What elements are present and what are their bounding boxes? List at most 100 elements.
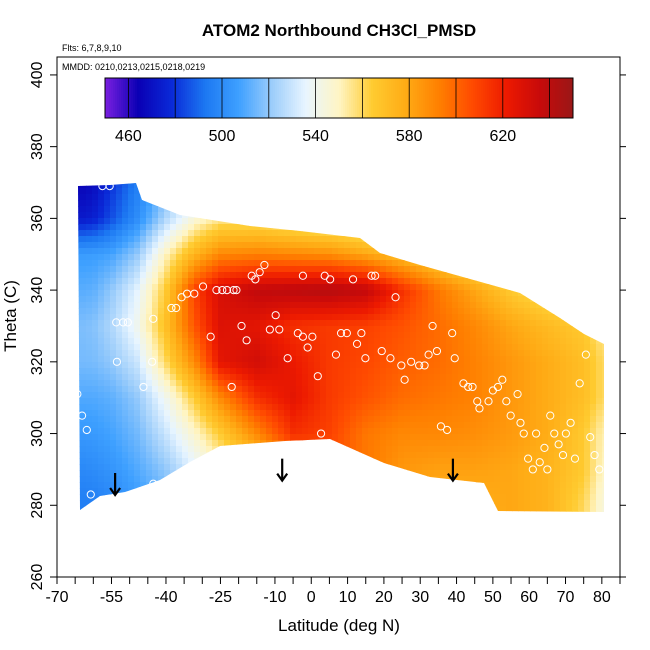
heatmap-cell — [518, 344, 525, 351]
heatmap-cell — [200, 230, 207, 237]
heatmap-cell — [500, 296, 507, 303]
heatmap-cell — [158, 242, 165, 249]
heatmap-cell — [500, 368, 507, 375]
heatmap-cell — [536, 446, 543, 453]
heatmap-cell — [206, 224, 213, 231]
heatmap-cell — [86, 218, 93, 225]
heatmap-cell — [164, 224, 171, 231]
heatmap-cell — [380, 368, 387, 375]
heatmap-cell — [122, 398, 129, 405]
heatmap-cell — [128, 350, 135, 357]
heatmap-cell — [464, 326, 471, 333]
heatmap-cell — [554, 386, 561, 393]
heatmap-cell — [86, 440, 93, 447]
heatmap-cell — [320, 248, 327, 255]
heatmap-cell — [470, 320, 477, 327]
heatmap-cell — [572, 428, 579, 435]
heatmap-cell — [146, 260, 153, 267]
heatmap-cell — [416, 284, 423, 291]
heatmap-cell — [110, 356, 117, 363]
heatmap-cell — [560, 320, 567, 327]
heatmap-cell — [362, 380, 369, 387]
heatmap-cell — [332, 428, 339, 435]
heatmap-cell — [194, 254, 201, 261]
heatmap-cell — [266, 356, 273, 363]
heatmap-cell — [344, 260, 351, 267]
heatmap-cell — [380, 446, 387, 453]
heatmap-cell — [290, 404, 297, 411]
heatmap-cell — [116, 332, 123, 339]
heatmap-cell — [272, 242, 279, 249]
heatmap-cell — [122, 278, 129, 285]
heatmap-cell — [182, 224, 189, 231]
heatmap-cell — [176, 428, 183, 435]
heatmap-cell — [494, 464, 501, 471]
heatmap-cell — [290, 344, 297, 351]
heatmap-cell — [464, 302, 471, 309]
heatmap-cell — [212, 398, 219, 405]
heatmap-cell — [380, 302, 387, 309]
heatmap-cell — [464, 308, 471, 315]
heatmap-cell — [78, 200, 81, 207]
heatmap-cell — [230, 386, 237, 393]
heatmap-cell — [224, 242, 231, 249]
heatmap-cell — [530, 314, 537, 321]
heatmap-cell — [104, 416, 111, 423]
heatmap-cell — [218, 332, 225, 339]
heatmap-cell — [530, 380, 537, 387]
heatmap-cell — [314, 242, 321, 249]
heatmap-cell — [326, 368, 333, 375]
heatmap-cell — [266, 362, 273, 369]
heatmap-cell — [308, 362, 315, 369]
heatmap-cell — [530, 374, 537, 381]
heatmap-cell — [290, 410, 297, 417]
heatmap-cell — [272, 416, 279, 423]
heatmap-cell — [86, 254, 93, 261]
heatmap-cell — [524, 458, 531, 465]
heatmap-cell — [488, 416, 495, 423]
heatmap-cell — [392, 344, 399, 351]
heatmap-cell — [110, 254, 117, 261]
heatmap-cell — [230, 368, 237, 375]
heatmap-cell — [284, 362, 291, 369]
heatmap-cell — [572, 440, 579, 447]
heatmap-cell — [386, 362, 393, 369]
heatmap-cell — [446, 350, 453, 357]
heatmap-cell — [182, 422, 189, 429]
heatmap-cell — [308, 242, 315, 249]
heatmap-cell — [428, 422, 435, 429]
heatmap-cell — [314, 314, 321, 321]
heatmap-cell — [182, 308, 189, 315]
heatmap-cell — [308, 392, 315, 399]
heatmap-cell — [176, 296, 183, 303]
heatmap-cell — [242, 272, 249, 279]
heatmap-cell — [266, 314, 273, 321]
heatmap-cell — [512, 416, 519, 423]
heatmap-cell — [344, 266, 351, 273]
heatmap-cell — [128, 476, 135, 483]
heatmap-cell — [572, 458, 579, 465]
heatmap-cell — [260, 386, 267, 393]
heatmap-cell — [344, 320, 351, 327]
heatmap-cell — [92, 218, 99, 225]
heatmap-cell — [584, 398, 591, 405]
heatmap-cell — [104, 422, 111, 429]
heatmap-cell — [506, 422, 513, 429]
heatmap-cell — [566, 356, 573, 363]
heatmap-cell — [206, 416, 213, 423]
heatmap-cell — [350, 320, 357, 327]
heatmap-cell — [332, 278, 339, 285]
heatmap-cell — [566, 398, 573, 405]
heatmap-cell — [122, 470, 129, 477]
heatmap-cell — [530, 440, 537, 447]
heatmap-cell — [602, 350, 604, 357]
heatmap-cell — [380, 386, 387, 393]
heatmap-cell — [80, 362, 87, 369]
heatmap-cell — [152, 218, 159, 225]
heatmap-cell — [122, 218, 129, 225]
heatmap-cell — [506, 482, 513, 489]
heatmap-cell — [158, 410, 165, 417]
heatmap-cell — [338, 392, 345, 399]
heatmap-cell — [488, 296, 495, 303]
heatmap-cell — [452, 314, 459, 321]
